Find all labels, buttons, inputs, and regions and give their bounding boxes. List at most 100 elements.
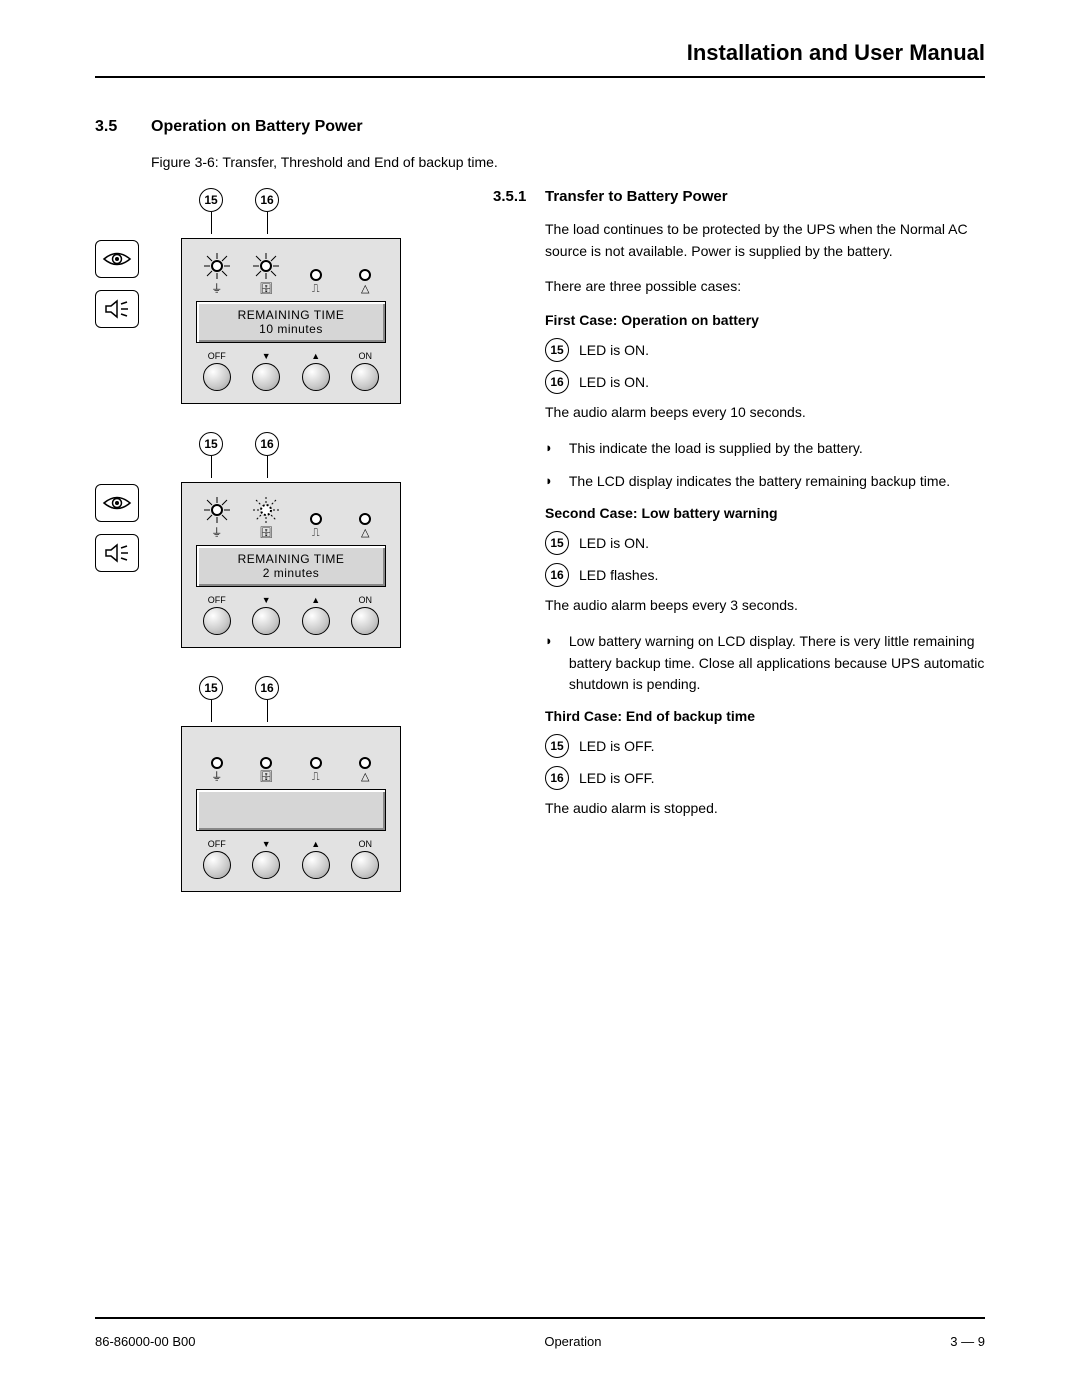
led-4-icon: [359, 269, 371, 281]
rectifier-icon: ⏚: [211, 772, 222, 783]
up-button: [302, 851, 330, 879]
on-button: [351, 607, 379, 635]
led-3-icon: [310, 757, 322, 769]
ups-panel-3: ⏚ 🗄 ⎍ △ OFF ▼ ▲ ON: [181, 726, 401, 892]
lcd-line1: REMAINING TIME: [238, 552, 345, 566]
speaker-icon: [95, 290, 139, 328]
callout-16: 16: [255, 188, 279, 212]
led-3-icon: [310, 513, 322, 525]
lcd-display-3: [196, 789, 386, 831]
on-label: ON: [359, 595, 373, 605]
case1-bullet-1: The LCD display indicates the battery re…: [569, 471, 985, 493]
off-label: OFF: [208, 839, 226, 849]
num-15-icon: 15: [545, 531, 569, 555]
case2-led16: LED flashes.: [579, 567, 658, 583]
battery-icon: 🗄: [259, 528, 273, 539]
bullet-icon: ◗: [545, 438, 553, 460]
case2-audio: The audio alarm beeps every 3 seconds.: [545, 595, 985, 617]
subsection-title: Transfer to Battery Power: [545, 188, 728, 205]
case2-bullet-0: Low battery warning on LCD display. Ther…: [569, 631, 985, 696]
off-button: [203, 363, 231, 391]
down-icon: ▼: [262, 351, 271, 361]
figure-caption: Figure 3-6: Transfer, Threshold and End …: [151, 154, 985, 170]
on-button: [351, 363, 379, 391]
case2-led15: LED is ON.: [579, 535, 649, 551]
alarm-icon: △: [361, 528, 369, 539]
section-number: 3.5: [95, 118, 151, 136]
intro-paragraph-2: There are three possible cases:: [545, 276, 985, 298]
lcd-line2: 10 minutes: [259, 322, 323, 336]
off-label: OFF: [208, 351, 226, 361]
up-button: [302, 363, 330, 391]
figure-column: 15 16 ⏚ 🗄 ⎍ △: [95, 188, 465, 920]
up-button: [302, 607, 330, 635]
lcd-line1: REMAINING TIME: [238, 308, 345, 322]
header-title: Installation and User Manual: [95, 40, 985, 78]
bullet-icon: ◗: [545, 631, 553, 696]
lcd-display-2: REMAINING TIME 2 minutes: [196, 545, 386, 587]
ups-panel-group-3: 15 16 ⏚ 🗄 ⎍ △ OFF ▼ ▲ ON: [95, 676, 465, 892]
text-column: 3.5.1 Transfer to Battery Power The load…: [493, 188, 985, 920]
callout-16: 16: [255, 432, 279, 456]
intro-paragraph-1: The load continues to be protected by th…: [545, 219, 985, 262]
num-16-icon: 16: [545, 766, 569, 790]
eye-icon: [95, 240, 139, 278]
callout-15: 15: [199, 676, 223, 700]
up-icon: ▲: [311, 351, 320, 361]
case1-led16: LED is ON.: [579, 374, 649, 390]
led-16-flash-icon: [251, 495, 281, 525]
callout-16: 16: [255, 676, 279, 700]
up-icon: ▲: [311, 595, 320, 605]
down-button: [252, 363, 280, 391]
ups-panel-group-2: 15 16 ⏚ 🗄 ⎍ △: [95, 432, 465, 648]
case3-led15: LED is OFF.: [579, 738, 654, 754]
eye-icon: [95, 484, 139, 522]
num-15-icon: 15: [545, 338, 569, 362]
footer-center: Operation: [544, 1334, 601, 1349]
footer-right: 3 — 9: [950, 1334, 985, 1349]
down-icon: ▼: [262, 839, 271, 849]
on-label: ON: [359, 839, 373, 849]
inverter-icon: ⎍: [312, 772, 320, 783]
num-15-icon: 15: [545, 734, 569, 758]
ups-panel-1: ⏚ 🗄 ⎍ △ REMAINING TIME 10 minutes OFF ▼ …: [181, 238, 401, 404]
down-icon: ▼: [262, 595, 271, 605]
led-4-icon: [359, 513, 371, 525]
off-button: [203, 851, 231, 879]
on-button: [351, 851, 379, 879]
alarm-icon: △: [361, 284, 369, 295]
case1-led15: LED is ON.: [579, 342, 649, 358]
led-15-off-icon: [211, 757, 223, 769]
case1-bullet-0: This indicate the load is supplied by th…: [569, 438, 985, 460]
on-label: ON: [359, 351, 373, 361]
speaker-icon: [95, 534, 139, 572]
battery-icon: 🗄: [259, 772, 273, 783]
rectifier-icon: ⏚: [211, 528, 222, 539]
subsection-number: 3.5.1: [493, 188, 545, 205]
led-15-burst-icon: [202, 495, 232, 525]
led-16-off-icon: [260, 757, 272, 769]
num-16-icon: 16: [545, 370, 569, 394]
led-3-icon: [310, 269, 322, 281]
footer-left: 86-86000-00 B00: [95, 1334, 195, 1349]
case3-title: Third Case: End of backup time: [545, 708, 985, 724]
footer: 86-86000-00 B00 Operation 3 — 9: [95, 1334, 985, 1349]
led-4-icon: [359, 757, 371, 769]
callout-15: 15: [199, 188, 223, 212]
lcd-line2: 2 minutes: [263, 566, 320, 580]
callout-15: 15: [199, 432, 223, 456]
num-16-icon: 16: [545, 563, 569, 587]
inverter-icon: ⎍: [312, 528, 320, 539]
inverter-icon: ⎍: [312, 284, 320, 295]
up-icon: ▲: [311, 839, 320, 849]
lcd-display-1: REMAINING TIME 10 minutes: [196, 301, 386, 343]
footer-rule: [95, 1317, 985, 1319]
down-button: [252, 607, 280, 635]
case3-led16: LED is OFF.: [579, 770, 654, 786]
bullet-icon: ◗: [545, 471, 553, 493]
battery-icon: 🗄: [259, 284, 273, 295]
ups-panel-2: ⏚ 🗄 ⎍ △ REMAINING TIME 2 minutes OFF ▼ ▲…: [181, 482, 401, 648]
off-button: [203, 607, 231, 635]
case1-title: First Case: Operation on battery: [545, 312, 985, 328]
case1-audio: The audio alarm beeps every 10 seconds.: [545, 402, 985, 424]
